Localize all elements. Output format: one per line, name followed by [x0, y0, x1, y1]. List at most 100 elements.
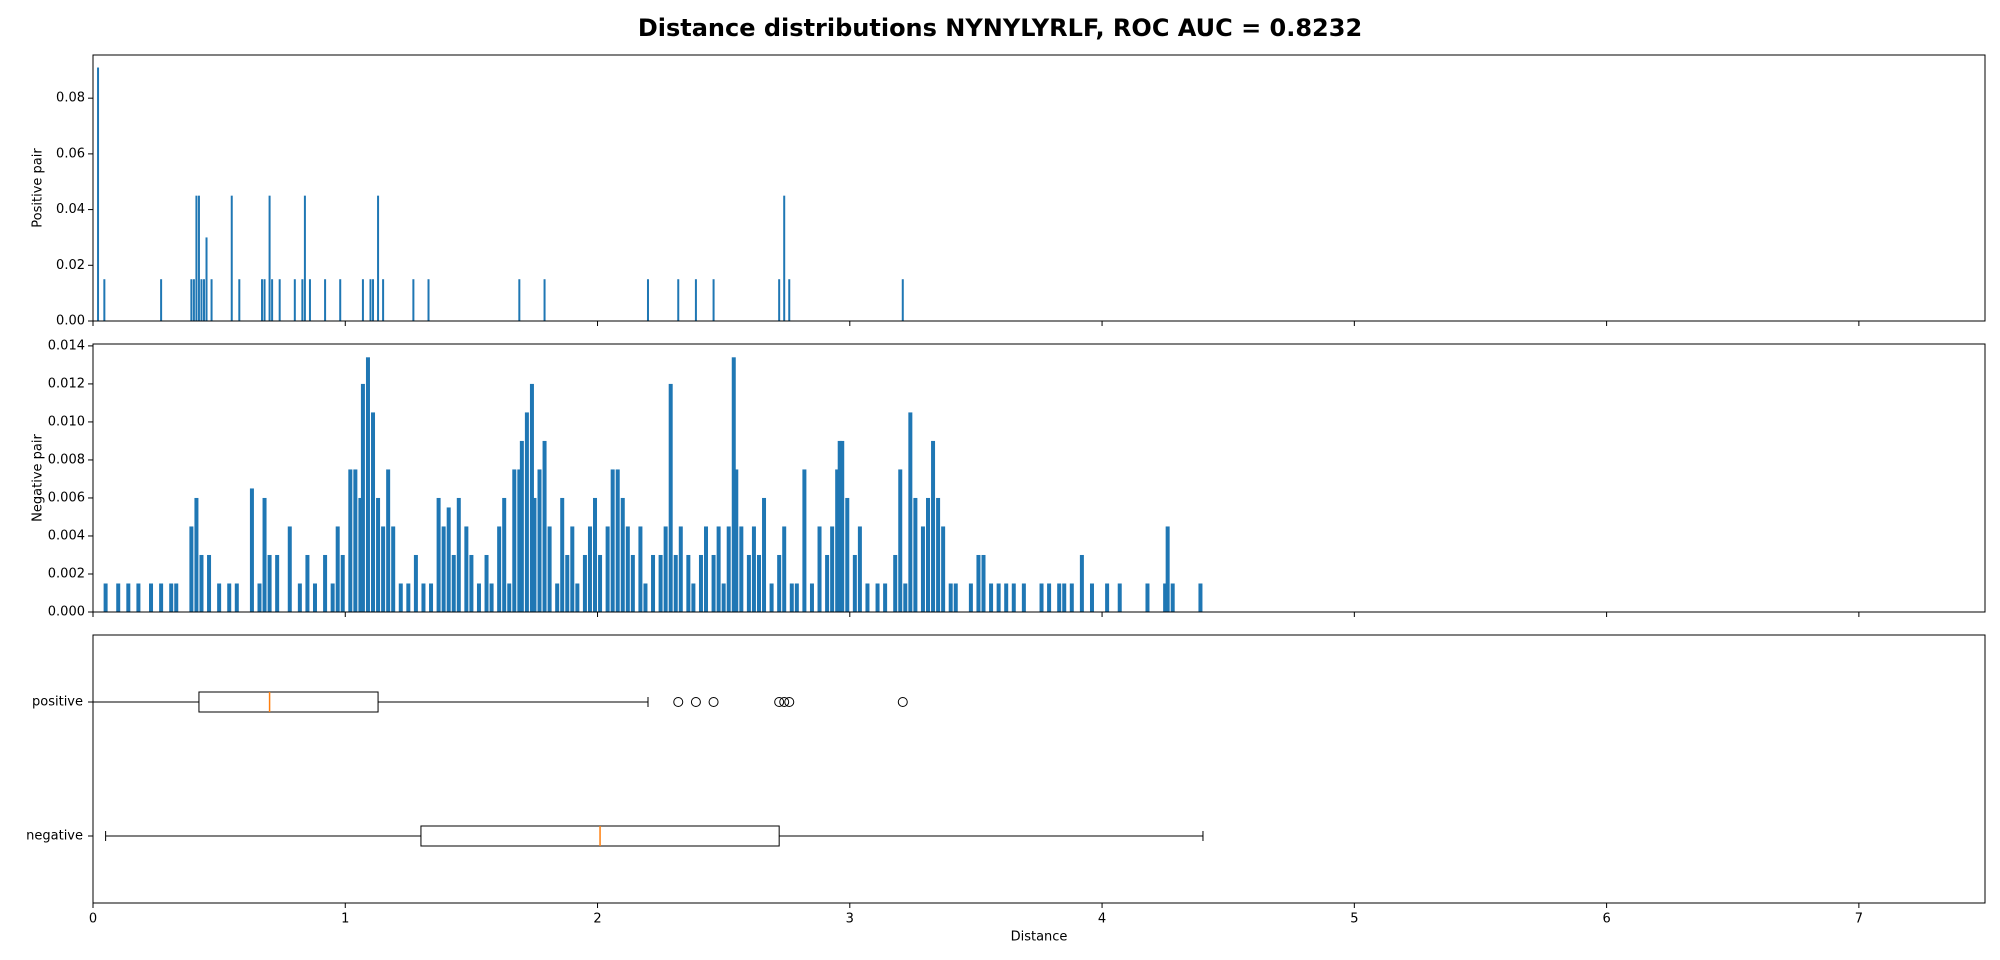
- bar: [610, 469, 615, 612]
- y-tick-label: 0.006: [48, 490, 85, 505]
- bar: [469, 554, 474, 612]
- bar: [783, 195, 786, 321]
- bar: [97, 67, 100, 322]
- bar: [926, 497, 931, 612]
- bar: [230, 195, 233, 321]
- bar: [518, 279, 521, 321]
- bar: [348, 469, 353, 612]
- bar: [484, 554, 489, 612]
- bar: [830, 526, 835, 612]
- bar: [519, 440, 524, 612]
- bar: [323, 554, 328, 612]
- bar: [913, 497, 918, 612]
- plot-frame: [92, 54, 1986, 322]
- bar: [582, 554, 587, 612]
- y-tick-label: 0.002: [48, 566, 85, 581]
- bar: [694, 279, 697, 321]
- bar: [908, 412, 913, 612]
- bar: [174, 583, 179, 612]
- bar: [197, 195, 200, 321]
- bar: [365, 357, 370, 612]
- bar: [429, 583, 434, 612]
- bar: [358, 497, 363, 612]
- bar: [361, 279, 364, 321]
- bar: [335, 526, 340, 612]
- bar: [1089, 583, 1094, 612]
- bar: [532, 497, 537, 612]
- flier: [784, 697, 795, 707]
- bar: [1047, 583, 1052, 612]
- bar: [517, 469, 522, 612]
- bar: [570, 526, 575, 612]
- bar: [324, 279, 327, 321]
- y-axis-label: Negative pair: [31, 434, 46, 522]
- flier: [897, 697, 908, 707]
- bar: [840, 440, 845, 612]
- bar: [116, 583, 121, 612]
- bar: [734, 469, 739, 612]
- bar: [625, 526, 630, 612]
- bar: [103, 583, 108, 612]
- bar: [360, 383, 365, 612]
- bar: [996, 583, 1001, 612]
- bar: [691, 583, 696, 612]
- bar: [643, 583, 648, 612]
- x-tick-label: 0: [89, 912, 97, 927]
- bar: [711, 554, 716, 612]
- bar: [673, 554, 678, 612]
- bar: [769, 583, 774, 612]
- y-tick-label: 0.06: [56, 146, 85, 161]
- bar: [261, 279, 264, 321]
- bar: [529, 383, 534, 612]
- bar: [762, 497, 767, 612]
- bar: [1011, 583, 1016, 612]
- bar: [376, 497, 381, 612]
- bar: [391, 526, 396, 612]
- bar: [202, 279, 205, 321]
- y-tick-label: 0.000: [48, 605, 85, 620]
- bar: [199, 554, 204, 612]
- bar: [976, 554, 981, 612]
- bar: [330, 583, 335, 612]
- bar: [436, 497, 441, 612]
- bar: [234, 583, 239, 612]
- bar: [598, 554, 603, 612]
- bar: [1021, 583, 1026, 612]
- y-tick-label: 0.012: [48, 376, 85, 391]
- x-tick-label: 7: [1855, 912, 1863, 927]
- x-tick-label: 1: [341, 912, 349, 927]
- bar: [721, 583, 726, 612]
- x-axis-label: Distance: [1011, 930, 1068, 945]
- bar: [686, 554, 691, 612]
- bar: [205, 237, 208, 321]
- bar: [646, 279, 649, 321]
- bar: [746, 554, 751, 612]
- y-tick-label: 0.02: [56, 258, 85, 273]
- bar: [865, 583, 870, 612]
- x-tick-label: 3: [846, 912, 854, 927]
- bar: [398, 583, 403, 612]
- bar: [620, 497, 625, 612]
- x-tick-label: 6: [1602, 912, 1610, 927]
- bar: [968, 583, 973, 612]
- bar: [371, 412, 376, 612]
- bar: [353, 469, 358, 612]
- bar: [658, 554, 663, 612]
- bar: [920, 526, 925, 612]
- y-tick-label: 0.04: [56, 202, 85, 217]
- bar: [293, 279, 296, 321]
- bar: [857, 526, 862, 612]
- bar: [305, 554, 310, 612]
- bar: [1004, 583, 1009, 612]
- bar: [278, 279, 281, 321]
- bar: [630, 554, 635, 612]
- bar: [1079, 554, 1084, 612]
- bar: [406, 583, 411, 612]
- bar: [210, 279, 213, 321]
- bar: [195, 195, 198, 321]
- y-tick-label: 0.08: [56, 91, 85, 106]
- bar: [936, 497, 941, 612]
- bar: [456, 497, 461, 612]
- y-tick-label: 0.004: [48, 528, 85, 543]
- bar: [1069, 583, 1074, 612]
